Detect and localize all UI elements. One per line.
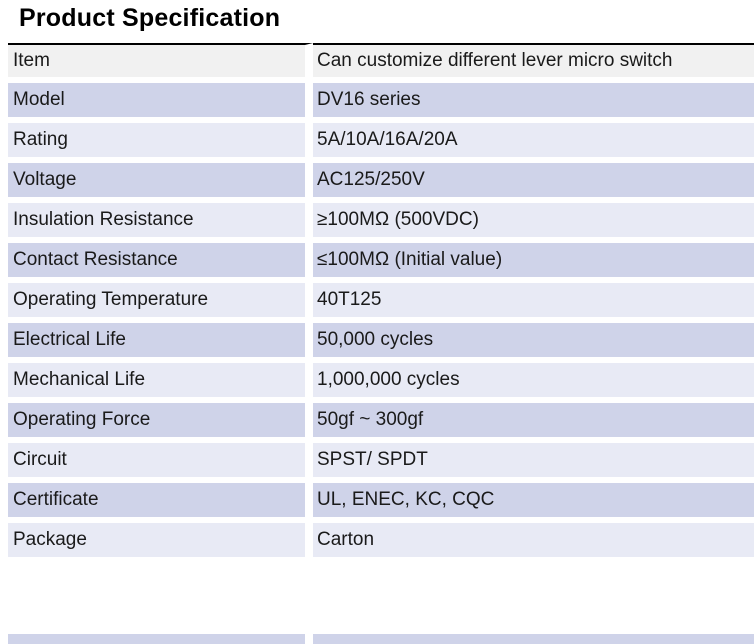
spec-key-cell: Certificate	[8, 483, 313, 523]
spec-row: Insulation Resistance ≥100MΩ (500VDC)	[8, 203, 754, 243]
spec-key-cell: Model	[8, 83, 313, 123]
spec-row: Package Carton	[8, 523, 754, 563]
spec-value-cell: ≤100MΩ (Initial value)	[313, 243, 754, 283]
spec-table: Item Can customize different lever micro …	[8, 43, 754, 563]
spec-key-cell: Mechanical Life	[8, 363, 313, 403]
spec-key-cell: Voltage	[8, 163, 313, 203]
spec-row: Certificate UL, ENEC, KC, CQC	[8, 483, 754, 523]
bottom-partial-row	[8, 630, 754, 644]
spec-row: Item Can customize different lever micro …	[8, 43, 754, 83]
bottom-band-left-segment	[8, 634, 305, 644]
spec-value-cell: SPST/ SPDT	[313, 443, 754, 483]
spec-value-cell: UL, ENEC, KC, CQC	[313, 483, 754, 523]
spec-key-cell: Item	[8, 43, 313, 83]
spec-row: Voltage AC125/250V	[8, 163, 754, 203]
spec-key-cell: Operating Temperature	[8, 283, 313, 323]
spec-value-cell: 50,000 cycles	[313, 323, 754, 363]
spec-key-cell: Electrical Life	[8, 323, 313, 363]
column-divider-gap	[305, 634, 313, 644]
spec-value-cell: 5A/10A/16A/20A	[313, 123, 754, 163]
spec-row: Model DV16 series	[8, 83, 754, 123]
spec-value-cell: ≥100MΩ (500VDC)	[313, 203, 754, 243]
spec-value-cell: 50gf ~ 300gf	[313, 403, 754, 443]
spec-key-cell: Package	[8, 523, 313, 563]
page-title: Product Specification	[19, 4, 281, 32]
spec-value-cell: Can customize different lever micro swit…	[313, 43, 754, 83]
spec-value-cell: 1,000,000 cycles	[313, 363, 754, 403]
spec-row: Electrical Life 50,000 cycles	[8, 323, 754, 363]
spec-row: Mechanical Life 1,000,000 cycles	[8, 363, 754, 403]
spec-key-cell: Insulation Resistance	[8, 203, 313, 243]
spec-row: Rating 5A/10A/16A/20A	[8, 123, 754, 163]
spec-row: Circuit SPST/ SPDT	[8, 443, 754, 483]
spec-row: Operating Force 50gf ~ 300gf	[8, 403, 754, 443]
spec-value-cell: AC125/250V	[313, 163, 754, 203]
spec-value-cell: Carton	[313, 523, 754, 563]
spec-key-cell: Rating	[8, 123, 313, 163]
spec-row: Operating Temperature 40T125	[8, 283, 754, 323]
spec-value-cell: DV16 series	[313, 83, 754, 123]
spec-table-body: Item Can customize different lever micro …	[8, 43, 754, 563]
spec-row: Contact Resistance ≤100MΩ (Initial value)	[8, 243, 754, 283]
spec-key-cell: Operating Force	[8, 403, 313, 443]
spec-key-cell: Circuit	[8, 443, 313, 483]
spec-value-cell: 40T125	[313, 283, 754, 323]
spec-key-cell: Contact Resistance	[8, 243, 313, 283]
bottom-band-right-segment	[313, 634, 754, 644]
